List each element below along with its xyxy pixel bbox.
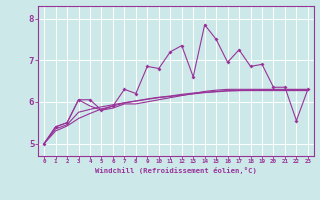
X-axis label: Windchill (Refroidissement éolien,°C): Windchill (Refroidissement éolien,°C) — [95, 167, 257, 174]
